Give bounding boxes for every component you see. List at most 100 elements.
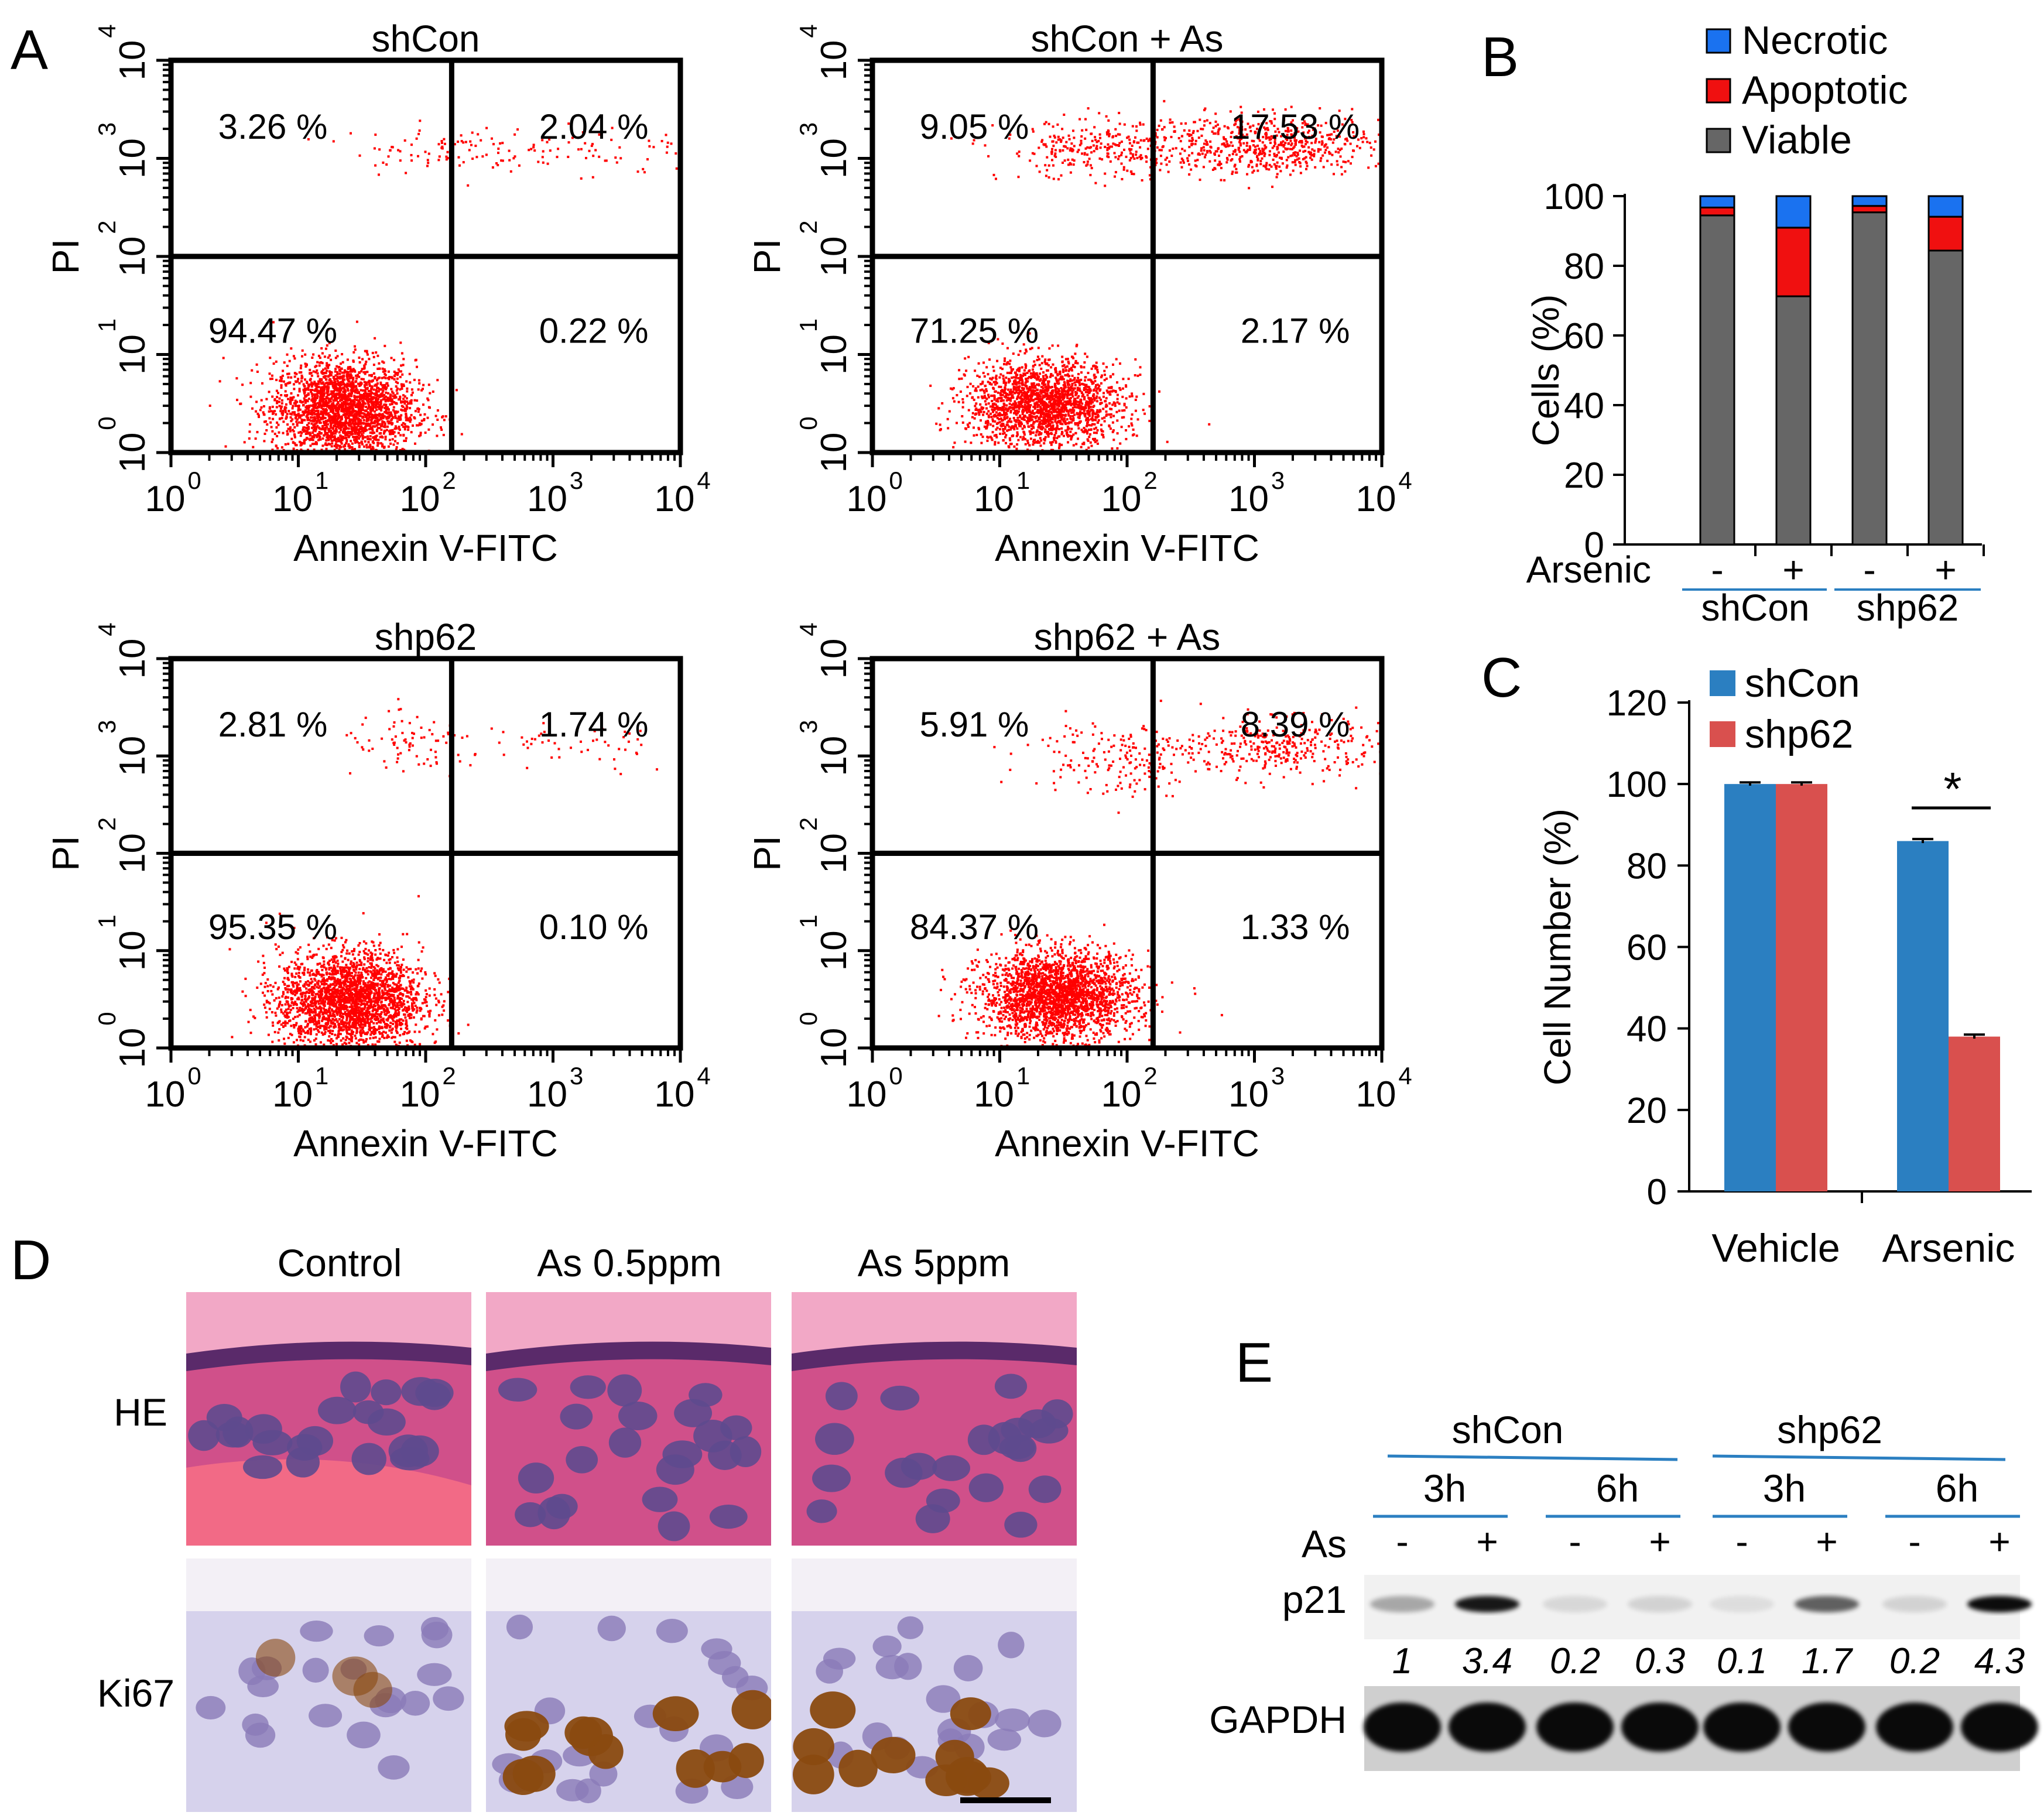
- scatter-point: [1028, 405, 1030, 407]
- scatter-point: [359, 398, 361, 400]
- scatter-point: [1083, 161, 1086, 163]
- scatter-point: [975, 412, 978, 415]
- scatter-point: [1078, 379, 1081, 382]
- scatter-point: [1108, 146, 1111, 149]
- scatter-point: [387, 407, 390, 410]
- scatter-point: [1062, 365, 1064, 368]
- scatter-point: [1374, 165, 1377, 167]
- scatter-point: [1021, 366, 1023, 369]
- scatter-point: [332, 416, 335, 419]
- scatter-point: [345, 440, 348, 443]
- y-tick-label: 10: [112, 138, 153, 179]
- scatter-point: [385, 412, 388, 415]
- scatter-point: [273, 433, 276, 436]
- scatter-point: [376, 354, 379, 357]
- scatter-point: [369, 425, 372, 428]
- scatter-point: [1118, 133, 1121, 136]
- scatter-point: [316, 416, 319, 419]
- scatter-point: [286, 365, 289, 367]
- scatter-point: [367, 419, 370, 422]
- scatter-point: [958, 378, 961, 381]
- scatter-point: [1075, 406, 1078, 409]
- scatter-point: [374, 133, 377, 136]
- scatter-point: [1095, 145, 1098, 148]
- scatter-point: [652, 146, 655, 149]
- scatter-point: [1137, 141, 1140, 144]
- scatter-point: [992, 381, 995, 383]
- scatter-point: [255, 363, 258, 366]
- scatter-point: [1005, 381, 1008, 384]
- scatter-point: [383, 446, 386, 448]
- scatter-point: [400, 383, 403, 386]
- scatter-point: [1051, 441, 1054, 444]
- scatter-point: [344, 406, 347, 409]
- scatter-point: [491, 166, 494, 169]
- scatter-point: [1006, 388, 1009, 391]
- scatter-point: [368, 393, 371, 395]
- scatter-point: [1018, 150, 1021, 153]
- scatter-point: [426, 165, 429, 167]
- scatter-point: [1201, 152, 1204, 155]
- scatter-point: [1053, 416, 1056, 419]
- scatter-point: [1175, 147, 1177, 150]
- scatter-point: [416, 424, 419, 427]
- scatter-point: [384, 400, 387, 403]
- scatter-point: [1101, 430, 1104, 433]
- scatter-point: [1069, 162, 1071, 165]
- scatter-point: [354, 429, 357, 432]
- scatter-point: [1035, 434, 1038, 437]
- scatter-point: [1066, 374, 1069, 377]
- scatter-point: [1077, 373, 1080, 375]
- scatter-point: [1036, 359, 1039, 361]
- scatter-point: [1123, 148, 1125, 151]
- scatter-point: [1002, 407, 1004, 410]
- scatter-point: [1098, 410, 1101, 413]
- scatter-point: [1064, 390, 1067, 393]
- scatter-point: [992, 173, 995, 176]
- scatter-point: [1100, 402, 1103, 405]
- scatter-point: [255, 410, 258, 413]
- scatter-point: [1240, 111, 1243, 114]
- scatter-point: [356, 389, 358, 392]
- scatter-point: [984, 422, 987, 424]
- scatter-point: [289, 401, 292, 404]
- scatter-point: [419, 413, 422, 416]
- scatter-point: [1257, 137, 1260, 140]
- scatter-point: [362, 389, 365, 392]
- scatter-point: [403, 440, 406, 442]
- scatter-point: [1050, 429, 1053, 431]
- scatter-point: [327, 423, 329, 426]
- scatter-point: [1036, 389, 1039, 392]
- scatter-point: [329, 372, 331, 375]
- scatter-point: [1135, 395, 1138, 398]
- scatter-point: [1088, 391, 1091, 393]
- scatter-point: [372, 440, 374, 443]
- scatter-point: [334, 386, 337, 389]
- scatter-point: [357, 382, 360, 385]
- scatter-point: [1077, 400, 1080, 403]
- scatter-point: [1056, 404, 1059, 407]
- scatter-point: [1194, 159, 1197, 162]
- scatter-point: [307, 388, 310, 391]
- scatter-point: [358, 371, 361, 374]
- scatter-point: [376, 402, 379, 405]
- scatter-point: [1050, 411, 1053, 413]
- scatter-point: [1060, 399, 1063, 402]
- scatter-point: [371, 416, 374, 419]
- scatter-point: [427, 162, 430, 165]
- scatter-point: [381, 386, 384, 389]
- scatter-point: [1037, 412, 1040, 415]
- scatter-point: [313, 426, 316, 429]
- scatter-point: [605, 159, 608, 162]
- scatter-point: [406, 425, 409, 428]
- scatter-point: [358, 383, 361, 386]
- scatter-point: [370, 398, 373, 401]
- scatter-point: [371, 374, 373, 376]
- scatter-point: [1094, 437, 1097, 440]
- scatter-point: [286, 394, 289, 397]
- scatter-point: [987, 396, 990, 399]
- scatter-point: [402, 422, 405, 424]
- scatter-point: [337, 382, 340, 385]
- scatter-point: [291, 396, 294, 399]
- scatter-point: [333, 444, 336, 447]
